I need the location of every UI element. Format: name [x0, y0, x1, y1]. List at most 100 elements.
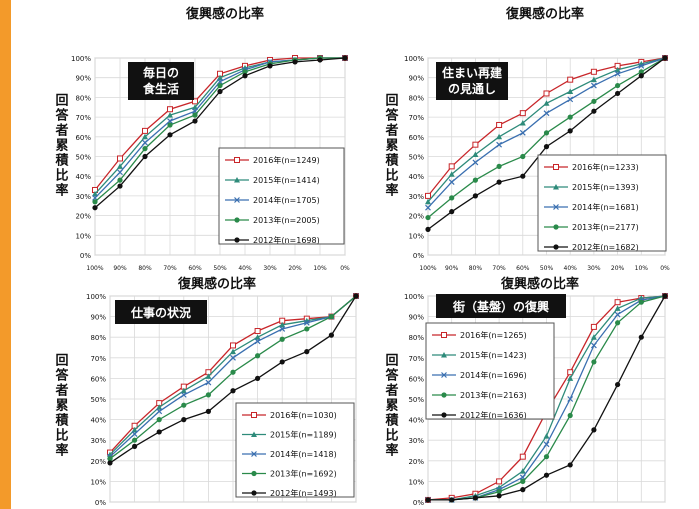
chart-panel-4: 0% 10% 20% 30% 40% 50% 60% 70% 80% 90% 100% 回答者累積比率… [384, 293, 668, 507]
y-axis-label-char: 答 [385, 368, 399, 384]
series-point [519, 453, 526, 460]
y-tick-label: 20% [408, 213, 424, 221]
legend-swatch-marker [553, 224, 559, 230]
y-tick-label: 60% [408, 375, 424, 383]
series-point [117, 183, 123, 189]
y-tick-label: 90% [408, 75, 424, 83]
x-tick-label: 50% [540, 265, 554, 272]
series-point [543, 472, 550, 478]
series-point [92, 190, 98, 197]
legend-box [537, 154, 667, 252]
legend-swatch-marker [251, 412, 257, 418]
series-point [449, 209, 455, 215]
legend-label: 2016年(n=1030) [270, 410, 337, 420]
y-tick-label: 100% [404, 55, 424, 63]
series-point [590, 82, 597, 89]
legend-box [218, 147, 345, 245]
y-tick-label: 30% [408, 437, 424, 445]
y-axis-label-char: 積 [384, 153, 399, 169]
chart-panel-3: 0% 10% 20% 30% 40% 50% 60% 70% 80% 90% 100% 回答者累積比率… [54, 293, 359, 507]
legend-label: 2012年(n=1682) [572, 242, 639, 252]
series-point [156, 429, 162, 435]
series-point [567, 369, 574, 376]
series-point [230, 388, 236, 394]
legend-swatch-marker [553, 244, 559, 250]
legend-swatch-marker [441, 332, 447, 338]
x-tick-label: 20% [611, 265, 625, 272]
y-tick-label: 60% [90, 375, 106, 383]
series-point [217, 74, 223, 81]
y-axis-label-char: 率 [55, 443, 68, 459]
series-point [615, 320, 621, 326]
series-point [638, 334, 644, 340]
x-tick-label: 50% [213, 265, 227, 272]
legend-swatch-marker [251, 490, 257, 496]
series-point [567, 375, 574, 381]
series-point [181, 402, 187, 408]
series-point [217, 88, 223, 95]
series-point [205, 408, 211, 414]
legend-box [425, 322, 555, 420]
y-axis-label-char: 累 [55, 398, 68, 414]
series-point [496, 141, 503, 148]
legend-swatch-marker [441, 352, 447, 358]
y-tick-label: 80% [408, 334, 424, 342]
y-tick-label: 70% [75, 114, 91, 122]
series-point [117, 177, 123, 183]
series-point [496, 163, 502, 169]
series-point [496, 121, 503, 128]
y-axis-label-char: 回 [385, 354, 398, 369]
series-point [142, 127, 148, 134]
y-tick-label: 90% [75, 75, 91, 83]
series-point [304, 326, 310, 332]
y-tick-label: 0% [413, 499, 424, 507]
series-point [590, 68, 597, 75]
legend-label: 2012年(n=1636) [460, 410, 527, 420]
x-axis-label: 復興感の比率 [500, 276, 579, 292]
y-tick-label: 80% [90, 334, 106, 342]
y-tick-label: 50% [75, 154, 91, 162]
series-point [131, 431, 138, 437]
y-tick-label: 0% [413, 252, 424, 260]
series-point [567, 128, 573, 134]
legend-swatch-marker [234, 157, 240, 163]
series-point [448, 179, 455, 186]
legend-swatch-marker [251, 451, 257, 457]
y-tick-label: 40% [90, 417, 106, 425]
x-tick-label: 70% [492, 265, 506, 272]
series-point [107, 456, 113, 462]
series-point [591, 359, 597, 365]
series-point [543, 110, 550, 117]
series-point [638, 62, 645, 69]
series-point [205, 373, 212, 379]
series-point [590, 76, 597, 83]
series-point [590, 342, 597, 349]
series-point [254, 328, 261, 335]
series-point [543, 441, 550, 448]
series-point [567, 96, 574, 103]
series-point [92, 205, 98, 211]
series-point [254, 334, 261, 340]
series-point [254, 338, 261, 345]
series-point [662, 55, 668, 61]
series-point [543, 144, 550, 150]
y-tick-label: 30% [75, 193, 91, 201]
y-axis-label-char: 答 [385, 108, 399, 124]
legend-swatch-marker [234, 177, 240, 183]
legend-box [235, 402, 355, 498]
legend-swatch-marker [441, 372, 447, 378]
legend-label: 2016年(n=1265) [460, 330, 527, 340]
series-point [520, 478, 526, 484]
x-tick-label: 20% [288, 265, 302, 272]
legend-swatch-marker [234, 197, 240, 203]
series-point [591, 427, 597, 433]
series-point [615, 82, 621, 89]
series-point [192, 104, 198, 110]
y-tick-label: 100% [71, 55, 91, 63]
panel-title: 住まい再建 [442, 65, 503, 80]
series-point [132, 443, 138, 449]
